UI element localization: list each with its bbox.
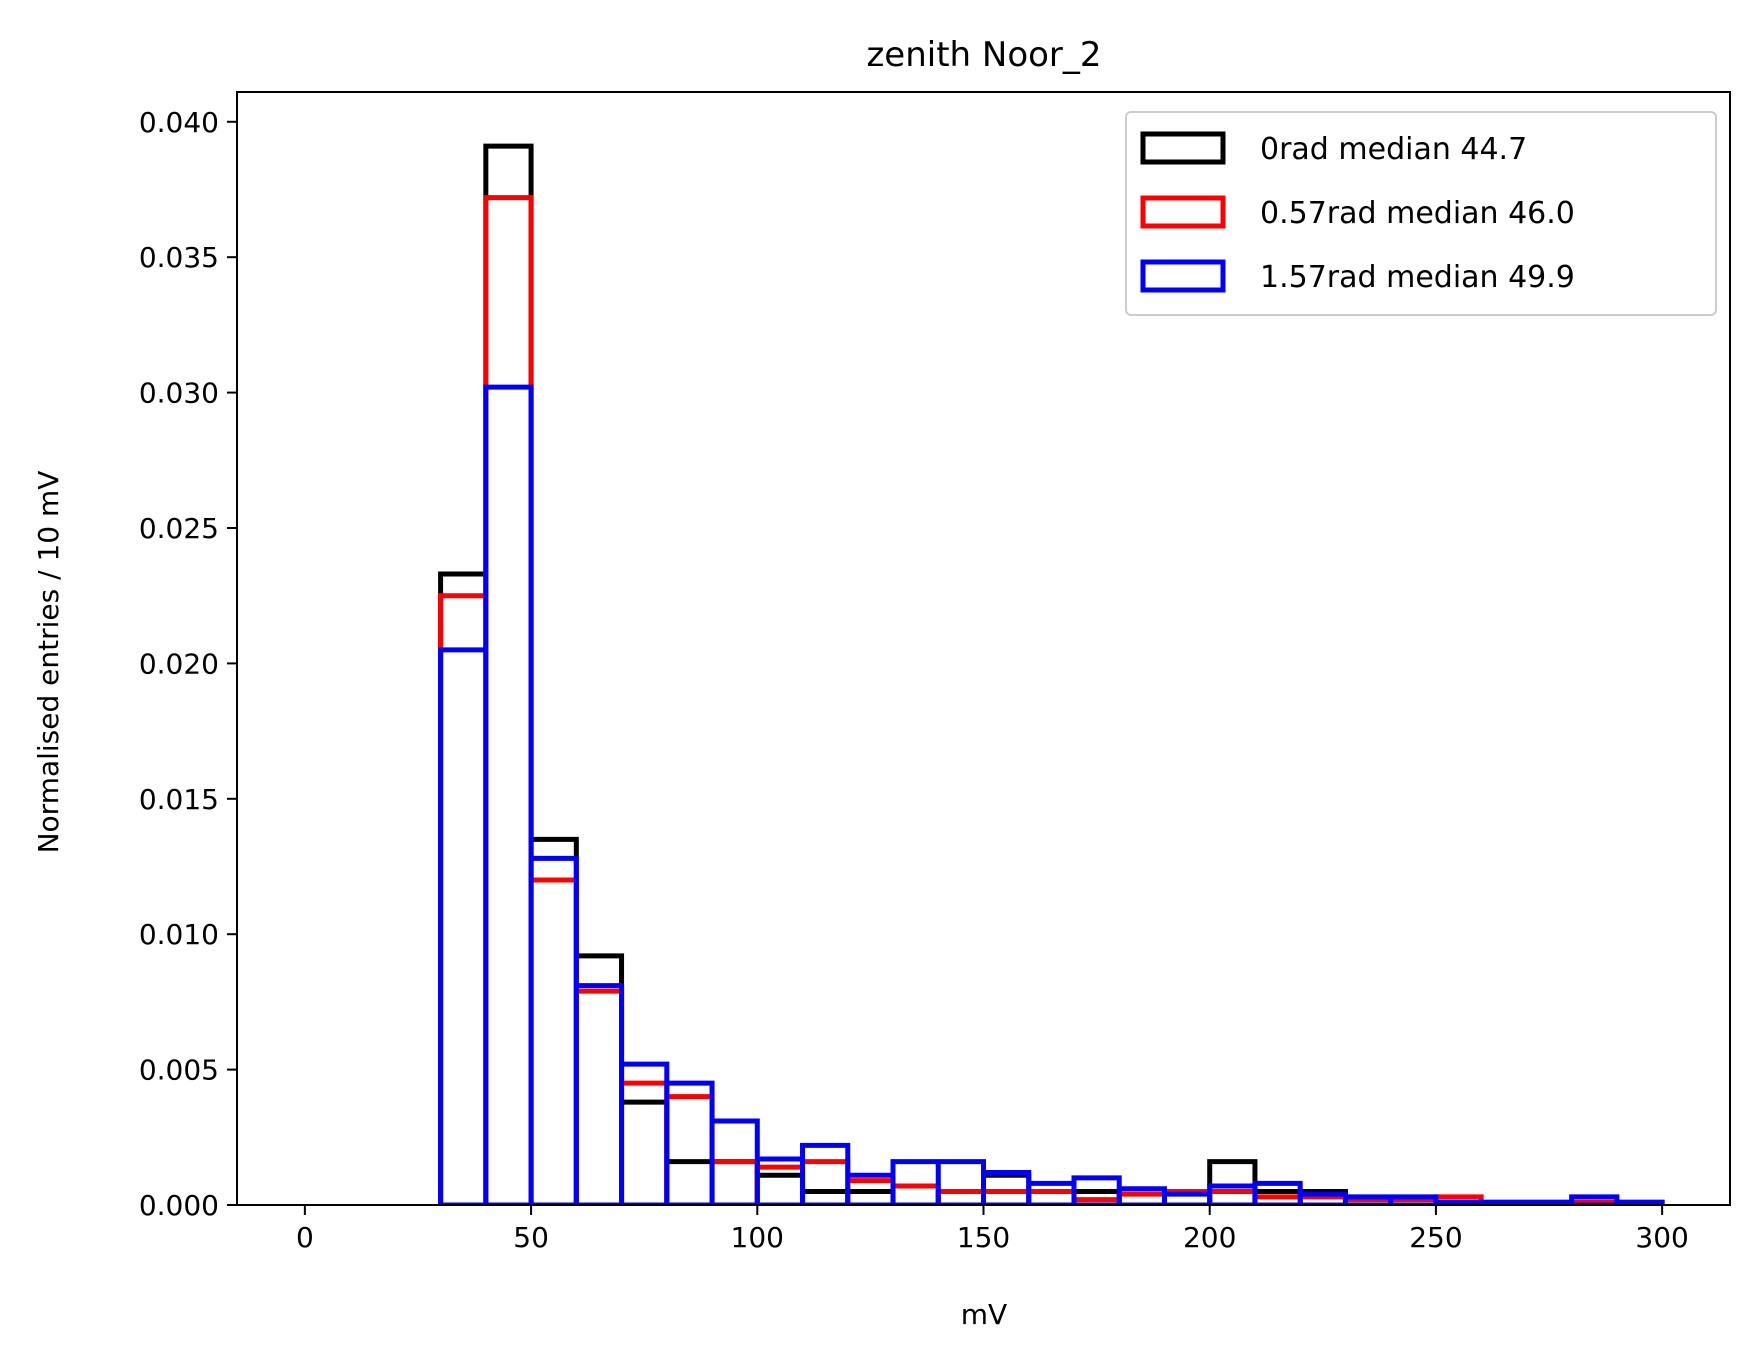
y-tick-label: 0.040 xyxy=(139,106,219,139)
x-tick-label: 0 xyxy=(296,1221,314,1254)
legend-label: 0.57rad median 46.0 xyxy=(1260,196,1575,231)
y-tick-label: 0.005 xyxy=(139,1054,219,1087)
plot-area: 0 50 100 150 200 250 300 0.000 0.005 0.010 0.015 0.… xyxy=(139,91,1731,1254)
y-tick-label: 0.000 xyxy=(139,1189,219,1222)
legend-swatch xyxy=(1140,195,1226,229)
y-tick-label: 0.010 xyxy=(139,918,219,951)
x-tick-label: 300 xyxy=(1635,1221,1688,1254)
y-tick-label: 0.030 xyxy=(139,377,219,410)
x-axis-label: mV xyxy=(961,1298,1007,1331)
x-tick-label: 50 xyxy=(513,1221,549,1254)
legend-swatch xyxy=(1140,259,1226,293)
histogram-series-3 xyxy=(438,384,1665,1205)
legend: 0rad median 44.7 0.57rad median 46.0 1.57r… xyxy=(1125,111,1717,316)
x-tick-label: 250 xyxy=(1409,1221,1462,1254)
y-tick-label: 0.015 xyxy=(139,783,219,816)
series-group xyxy=(438,143,1665,1205)
legend-swatch xyxy=(1140,131,1226,165)
y-tick-label: 0.025 xyxy=(139,512,219,545)
y-axis-label: Normalised entries / 10 mV xyxy=(32,471,65,854)
y-tick-label: 0.035 xyxy=(139,241,219,274)
legend-box xyxy=(1125,111,1717,316)
x-tick-label: 100 xyxy=(731,1221,784,1254)
chart-title: zenith Noor_2 xyxy=(866,35,1101,75)
legend-label: 1.57rad median 49.9 xyxy=(1260,260,1575,295)
legend-label: 0rad median 44.7 xyxy=(1260,132,1527,167)
x-tick-label: 150 xyxy=(957,1221,1010,1254)
x-tick-label: 200 xyxy=(1183,1221,1236,1254)
y-tick-label: 0.020 xyxy=(139,647,219,680)
